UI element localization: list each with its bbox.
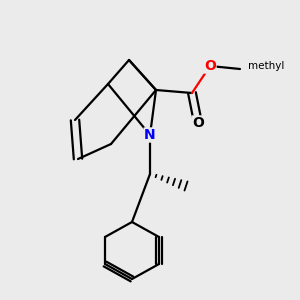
Text: N: N [144,128,156,142]
Text: methyl: methyl [248,61,284,71]
Text: O: O [192,116,204,130]
Text: O: O [204,59,216,73]
